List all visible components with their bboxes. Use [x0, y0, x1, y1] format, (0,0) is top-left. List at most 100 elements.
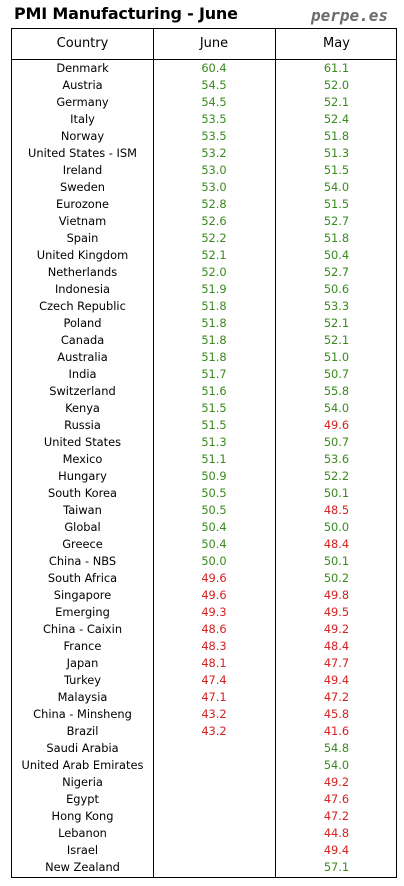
june-value-cell: 53.0	[201, 163, 227, 177]
june-value-cell: 60.4	[201, 61, 227, 75]
june-value-cell: 50.5	[201, 503, 227, 517]
june-value-cell: 51.5	[201, 418, 227, 432]
june-value-cell: 47.4	[201, 673, 227, 687]
table-row: Vietnam 52.6 52.7	[12, 213, 396, 230]
june-value-cell: 51.9	[201, 282, 227, 296]
june-value-cell: 50.0	[201, 554, 227, 568]
country-cell: Germany	[56, 95, 109, 109]
may-value-cell: 50.1	[323, 554, 350, 568]
june-value-cell: 49.3	[201, 605, 227, 619]
table-row: Japan 48.1 47.7	[12, 655, 396, 672]
table-row: Sweden 53.0 54.0	[12, 179, 396, 196]
june-value-cell: 51.5	[201, 401, 227, 415]
country-cell: Switzerland	[49, 384, 116, 398]
may-value-cell: 51.5	[323, 197, 350, 211]
may-value-cell: 50.4	[323, 248, 350, 262]
table-row: Ireland 53.0 51.5	[12, 162, 396, 179]
june-value-cell: 52.1	[201, 248, 227, 262]
column-header-country: Country	[56, 36, 109, 51]
table-row: South Korea 50.5 50.1	[12, 485, 396, 502]
table-row: United Arab Emirates 54.0	[12, 757, 396, 774]
may-value-cell: 49.2	[323, 775, 350, 789]
may-value-cell: 47.2	[323, 690, 350, 704]
table-row: Kenya 51.5 54.0	[12, 400, 396, 417]
may-value-cell: 52.7	[323, 265, 350, 279]
table-row: South Africa 49.6 50.2	[12, 570, 396, 587]
country-cell: United Kingdom	[36, 248, 129, 262]
table-row: Australia 51.8 51.0	[12, 349, 396, 366]
may-value-cell: 52.0	[323, 78, 350, 92]
may-value-cell: 47.2	[323, 809, 350, 823]
may-value-cell: 49.6	[323, 418, 350, 432]
june-value-cell: 43.2	[201, 724, 227, 738]
may-value-cell: 45.8	[323, 707, 350, 721]
table-row: Italy 53.5 52.4	[12, 111, 396, 128]
country-cell: Taiwan	[63, 503, 102, 517]
table-row: Netherlands 52.0 52.7	[12, 264, 396, 281]
may-value-cell: 49.4	[323, 673, 350, 687]
june-value-cell: 47.1	[201, 690, 227, 704]
country-cell: Austria	[62, 78, 103, 92]
table-row: Mexico 51.1 53.6	[12, 451, 396, 468]
country-cell: Netherlands	[47, 265, 118, 279]
may-value-cell: 61.1	[323, 61, 350, 75]
june-value-cell: 48.1	[201, 656, 227, 670]
table-row: France 48.3 48.4	[12, 638, 396, 655]
june-value-cell: 53.0	[201, 180, 227, 194]
country-cell: Lebanon	[58, 826, 107, 840]
june-value-cell: 50.4	[201, 537, 227, 551]
table-row: Taiwan 50.5 48.5	[12, 502, 396, 519]
table-row: Indonesia 51.9 50.6	[12, 281, 396, 298]
country-cell: Nigeria	[62, 775, 103, 789]
may-value-cell: 48.4	[323, 639, 350, 653]
brand-watermark: perpe.es	[310, 6, 388, 25]
table-row: Egypt 47.6	[12, 791, 396, 808]
may-value-cell: 52.1	[323, 333, 350, 347]
june-value-cell	[153, 774, 275, 791]
table-row: Hong Kong 47.2	[12, 808, 396, 825]
table-row: Austria 54.5 52.0	[12, 77, 396, 94]
table-row: Czech Republic 51.8 53.3	[12, 298, 396, 315]
may-value-cell: 57.1	[323, 860, 350, 874]
country-cell: Norway	[60, 129, 105, 143]
table-row: Malaysia 47.1 47.2	[12, 689, 396, 706]
country-cell: Vietnam	[58, 214, 107, 228]
country-cell: China - NBS	[48, 554, 117, 568]
country-cell: Indonesia	[54, 282, 111, 296]
country-cell: Global	[64, 520, 101, 534]
june-value-cell: 52.0	[201, 265, 227, 279]
table-row: Spain 52.2 51.8	[12, 230, 396, 247]
may-value-cell: 52.1	[323, 316, 350, 330]
table-row: Singapore 49.6 49.8	[12, 587, 396, 604]
table-body: Denmark 60.4 61.1 Austria 54.5 52.0 Germany 54.…	[12, 60, 396, 876]
table-row: China - Caixin 48.6 49.2	[12, 621, 396, 638]
june-value-cell: 51.7	[201, 367, 227, 381]
table-row: China - Minsheng 43.2 45.8	[12, 706, 396, 723]
may-value-cell: 50.6	[323, 282, 350, 296]
may-value-cell: 53.3	[323, 299, 350, 313]
chart-title: PMI Manufacturing - June	[14, 4, 238, 23]
table-row: New Zealand 57.1	[12, 859, 396, 876]
table-row: Greece 50.4 48.4	[12, 536, 396, 553]
country-cell: Mexico	[62, 452, 103, 466]
may-value-cell: 51.5	[323, 163, 350, 177]
june-value-cell	[153, 791, 275, 808]
may-value-cell: 51.8	[323, 231, 350, 245]
table-row: United States - ISM 53.2 51.3	[12, 145, 396, 162]
june-value-cell: 49.6	[201, 588, 227, 602]
may-value-cell: 54.0	[323, 180, 350, 194]
june-value-cell	[153, 859, 275, 876]
june-value-cell: 51.8	[201, 333, 227, 347]
may-value-cell: 53.6	[323, 452, 350, 466]
may-value-cell: 50.0	[323, 520, 350, 534]
june-value-cell: 53.2	[201, 146, 227, 160]
country-cell: United Arab Emirates	[21, 758, 144, 772]
june-value-cell: 51.8	[201, 316, 227, 330]
country-cell: South Africa	[47, 571, 118, 585]
country-cell: Denmark	[56, 61, 109, 75]
table-row: United Kingdom 52.1 50.4	[12, 247, 396, 264]
may-value-cell: 51.3	[323, 146, 350, 160]
column-header-june: June	[199, 36, 229, 51]
may-value-cell: 51.8	[323, 129, 350, 143]
country-cell: Eurozone	[56, 197, 109, 211]
